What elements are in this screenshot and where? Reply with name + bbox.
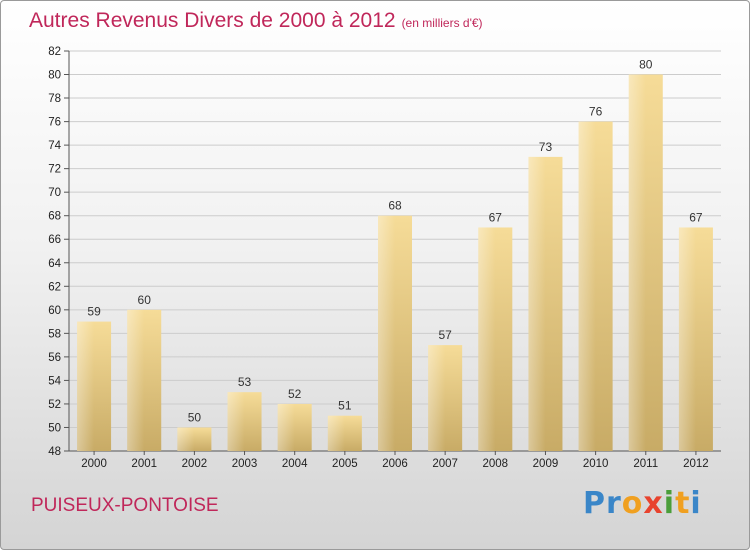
logo-letter: x: [643, 486, 664, 521]
data-label: 67: [489, 210, 503, 224]
bar-shine: [578, 121, 596, 452]
bar-shine: [127, 309, 145, 451]
logo-letter: P: [583, 486, 606, 521]
bar-shine: [478, 227, 496, 451]
y-tick-label: 78: [48, 93, 61, 105]
x-tick-label: 2007: [432, 458, 458, 470]
y-tick-label: 80: [48, 70, 61, 82]
bar-shine: [628, 74, 646, 451]
bar-shine: [378, 215, 395, 451]
data-label: 76: [589, 105, 603, 119]
y-tick-label: 74: [48, 140, 61, 152]
proxiti-logo: Proxiti: [583, 486, 702, 521]
y-tick-label: 50: [48, 422, 61, 434]
data-label: 57: [438, 328, 452, 342]
x-tick-label: 2000: [81, 458, 107, 470]
bar-shine: [77, 321, 95, 451]
x-tick-label: 2001: [131, 458, 157, 470]
bar-shine: [227, 392, 245, 451]
y-tick-label: 76: [48, 117, 61, 129]
y-tick-label: 48: [48, 446, 61, 458]
y-tick-label: 68: [48, 211, 61, 223]
y-tick-label: 72: [48, 164, 61, 176]
data-label: 51: [338, 399, 352, 413]
x-tick-label: 2012: [683, 458, 709, 470]
x-tick-label: 2006: [382, 458, 408, 470]
y-tick-label: 60: [48, 305, 61, 317]
logo-letter: t: [675, 486, 691, 521]
x-tick-label: 2009: [533, 458, 559, 470]
data-label: 67: [689, 210, 703, 224]
x-tick-label: 2008: [483, 458, 509, 470]
bar-shine: [177, 427, 195, 451]
x-tick-label: 2002: [182, 458, 208, 470]
logo-letter: i: [690, 486, 702, 521]
y-tick-label: 58: [48, 328, 61, 340]
chart-title: Autres Revenus Divers de 2000 à 2012 (en …: [29, 9, 483, 33]
data-label: 60: [138, 293, 152, 307]
chart-subtitle: (en milliers d'€): [401, 16, 483, 30]
x-tick-label: 2005: [332, 458, 358, 470]
data-label: 50: [188, 410, 202, 424]
x-tick-label: 2011: [633, 458, 658, 470]
y-tick-label: 82: [48, 46, 61, 58]
data-label: 52: [288, 387, 302, 401]
y-tick-label: 64: [48, 258, 61, 270]
bar-shine: [327, 415, 345, 451]
x-tick-label: 2010: [583, 458, 609, 470]
data-label: 68: [388, 199, 402, 213]
x-tick-label: 2004: [282, 458, 308, 470]
logo-letter: r: [606, 486, 622, 521]
y-tick-label: 70: [48, 187, 61, 199]
y-tick-label: 62: [48, 281, 61, 293]
logo-letter: o: [621, 486, 644, 521]
data-label: 59: [87, 305, 101, 319]
y-tick-label: 54: [48, 375, 61, 387]
bar-shine: [428, 345, 446, 451]
data-label: 53: [238, 375, 252, 389]
bar-shine: [678, 227, 696, 451]
data-label: 80: [639, 58, 653, 72]
x-tick-label: 2003: [232, 458, 258, 470]
chart-title-text: Autres Revenus Divers de 2000 à 2012: [29, 9, 396, 32]
data-label: 73: [539, 140, 553, 154]
location-label: PUISEUX-PONTOISE: [31, 495, 219, 516]
bar-shine: [277, 403, 295, 451]
y-tick-label: 66: [48, 234, 61, 246]
logo-letter: i: [663, 486, 676, 521]
y-tick-label: 56: [48, 352, 61, 364]
y-tick-label: 52: [48, 399, 61, 411]
bar-shine: [528, 156, 546, 451]
